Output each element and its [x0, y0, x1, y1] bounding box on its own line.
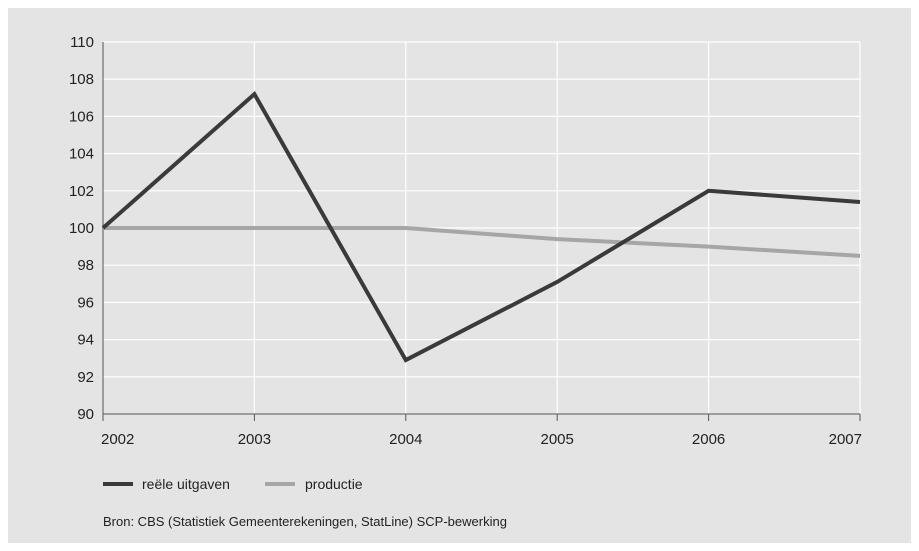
axes	[102, 42, 861, 421]
y-tick-label: 102	[69, 183, 94, 200]
tick-labels: 90 92 94 96 98 100 102 104 106 108 110 2002 2003 2004…	[69, 34, 862, 448]
legend-label-reele-uitgaven: reële uitgaven	[142, 476, 230, 492]
x-tick-label: 2007	[829, 431, 862, 448]
x-tick-label: 2006	[692, 431, 725, 448]
y-tick-label: 92	[77, 369, 94, 386]
series-line-reele-uitgaven	[101, 90, 861, 363]
legend-label-productie: productie	[305, 476, 363, 492]
y-tick-label: 106	[69, 108, 94, 125]
x-tick-label: 2003	[238, 431, 271, 448]
y-tick-label: 108	[69, 71, 94, 88]
y-tick-label: 96	[77, 294, 94, 311]
x-tick-label: 2005	[541, 431, 574, 448]
x-tick-label: 2004	[389, 431, 422, 448]
source-note: Bron: CBS (Statistiek Gemeenterekeningen…	[103, 514, 507, 529]
y-tick-label: 94	[77, 332, 94, 349]
y-tick-label: 90	[77, 406, 94, 423]
y-tick-label: 98	[77, 257, 94, 274]
x-tick-label: 2002	[101, 431, 134, 448]
series-lines	[101, 90, 861, 363]
legend: reële uitgaven productie	[103, 476, 363, 492]
y-tick-label: 100	[69, 220, 94, 237]
y-tick-label: 104	[69, 146, 94, 163]
y-tick-label: 110	[70, 34, 94, 51]
series-line-productie	[103, 226, 861, 258]
chart-panel	[8, 8, 911, 543]
